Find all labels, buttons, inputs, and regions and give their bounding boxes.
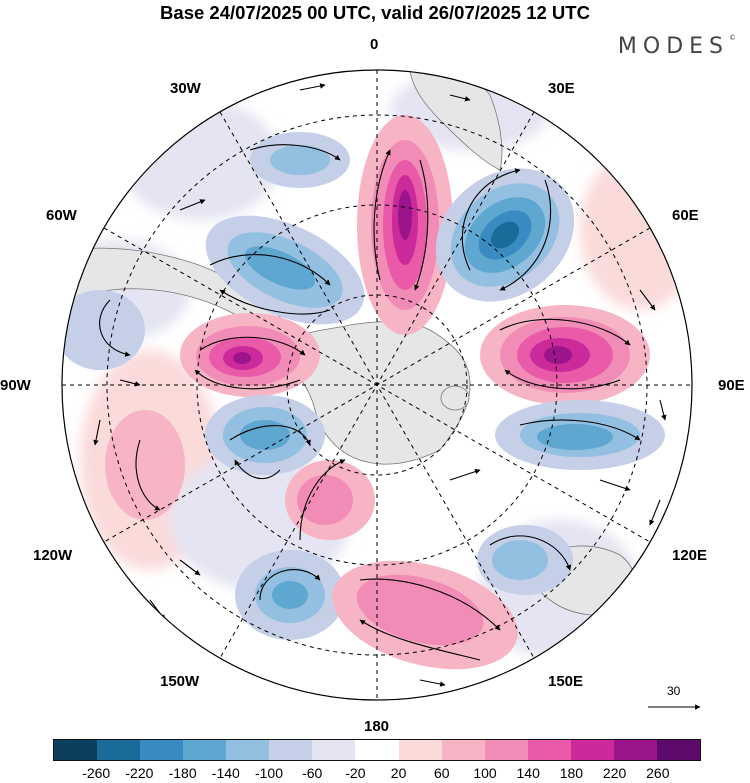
colorbar-tick-label: -260 bbox=[82, 765, 111, 781]
polar-map bbox=[61, 69, 701, 710]
colorbar-swatch bbox=[226, 740, 270, 760]
lon-label-120w: 120W bbox=[33, 547, 73, 564]
lon-label-150w: 150W bbox=[160, 673, 200, 690]
colorbar-swatch bbox=[398, 740, 442, 760]
colorbar-swatch bbox=[269, 740, 313, 760]
colorbar-swatch bbox=[484, 740, 528, 760]
brand-name: MODES bbox=[617, 34, 729, 59]
colorbar-tick-label: 140 bbox=[516, 765, 540, 781]
positive-center-170e bbox=[332, 560, 518, 670]
vector-scale-label: 30 bbox=[667, 684, 681, 698]
colorbar-tick-label: -220 bbox=[125, 765, 154, 781]
lon-label-180: 180 bbox=[364, 718, 390, 735]
colorbar-tick-label: 60 bbox=[434, 765, 450, 781]
negative-center-30w bbox=[250, 132, 350, 188]
lon-label-90w: 90W bbox=[0, 377, 31, 394]
positive-center-70w bbox=[180, 313, 320, 397]
colorbar-swatch bbox=[97, 740, 141, 760]
colorbar-tick-label: -20 bbox=[345, 765, 366, 781]
lon-label-60w: 60W bbox=[46, 207, 77, 224]
negative-center-130e bbox=[477, 525, 573, 595]
colorbar-swatch bbox=[656, 740, 700, 760]
colorbar-tick-label: -100 bbox=[254, 765, 284, 781]
lon-label-30e: 30E bbox=[548, 80, 575, 97]
colorbar-tick-label: 100 bbox=[473, 765, 497, 781]
lon-label-0: 0 bbox=[370, 36, 379, 53]
island-kerguelen bbox=[440, 385, 470, 411]
positive-center-0 bbox=[357, 115, 453, 335]
map-boundary bbox=[61, 69, 693, 701]
negative-center-110w bbox=[205, 395, 325, 475]
colorbar-tick-label: -140 bbox=[211, 765, 240, 781]
lon-label-120e: 120E bbox=[672, 547, 708, 564]
lon-label-90e: 90E bbox=[718, 377, 745, 394]
colorbar-tick-label: 260 bbox=[646, 765, 670, 781]
graticule bbox=[62, 70, 692, 700]
colorbar-swatch bbox=[183, 740, 227, 760]
colorbar-tick-label: -60 bbox=[302, 765, 323, 781]
lon-label-30w: 30W bbox=[170, 80, 201, 97]
colorbar-tick-label: 180 bbox=[559, 765, 584, 781]
colorbar-tick-label: -180 bbox=[168, 765, 197, 781]
colorbar-swatch bbox=[140, 740, 184, 760]
positive-center-100w bbox=[105, 410, 185, 520]
negative-center-100e bbox=[495, 400, 665, 470]
colorbar-swatch bbox=[312, 740, 356, 760]
negative-center-140w bbox=[235, 550, 345, 640]
colorbar-swatch bbox=[613, 740, 657, 760]
colorbar-swatch bbox=[355, 740, 399, 760]
positive-center-150w bbox=[285, 460, 375, 540]
colorbar-swatch bbox=[441, 740, 485, 760]
lon-label-60e: 60E bbox=[672, 207, 699, 224]
colorbar-swatch bbox=[570, 740, 614, 760]
colorbar-tick-label: 20 bbox=[390, 765, 407, 781]
colorbar-swatch bbox=[54, 740, 98, 760]
colorbar bbox=[53, 739, 701, 761]
brand-mark: © bbox=[729, 34, 736, 42]
brand-logo: MODES© bbox=[618, 34, 736, 59]
lon-label-150e: 150E bbox=[548, 673, 584, 690]
colorbar-swatch bbox=[527, 740, 571, 760]
chart-title: Base 24/07/2025 00 UTC, valid 26/07/2025… bbox=[160, 2, 590, 23]
colorbar-tick-label: 220 bbox=[602, 765, 627, 781]
